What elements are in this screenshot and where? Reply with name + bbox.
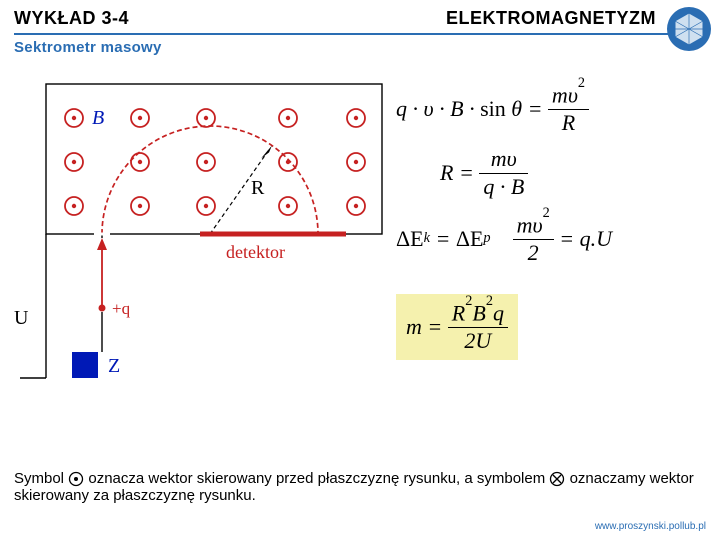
lecture-number: WYKŁAD 3-4 xyxy=(14,8,129,29)
svg-text:U: U xyxy=(14,307,29,329)
equations-block: q · υ · B · sin θ = mυ2 R R = mυ q · B Δ… xyxy=(396,76,706,401)
svg-text:B: B xyxy=(92,107,104,129)
svg-text:+q: +q xyxy=(112,299,131,318)
mass-spectrometer-diagram: B R detektor U +q Z xyxy=(14,76,384,401)
svg-text:R: R xyxy=(251,177,265,199)
equation-mass-highlight: m = R2B2q 2U xyxy=(396,294,518,360)
equation-radius: R = mυ q · B xyxy=(396,146,706,200)
out-of-page-icon xyxy=(68,471,84,487)
equation-lorentz: q · υ · B · sin θ = mυ2 R xyxy=(396,82,706,136)
svg-text:Z: Z xyxy=(108,355,120,377)
equation-energy: ΔEk = ΔEp mυ2 2 = q.U xyxy=(396,212,706,266)
slide-header: WYKŁAD 3-4 ELEKTROMAGNETYZM xyxy=(0,0,720,31)
svg-text:detektor: detektor xyxy=(226,242,285,262)
content-area: B R detektor U +q Z xyxy=(0,56,720,401)
vector-symbol-caption: Symbol oznacza wektor skierowany przed p… xyxy=(14,470,706,504)
footer-url: www.proszynski.pollub.pl xyxy=(595,521,706,532)
slide-subtitle: Sektrometr masowy xyxy=(0,35,720,56)
institute-logo-icon xyxy=(666,6,712,52)
into-page-icon xyxy=(549,471,565,487)
lecture-topic: ELEKTROMAGNETYZM xyxy=(446,8,656,29)
